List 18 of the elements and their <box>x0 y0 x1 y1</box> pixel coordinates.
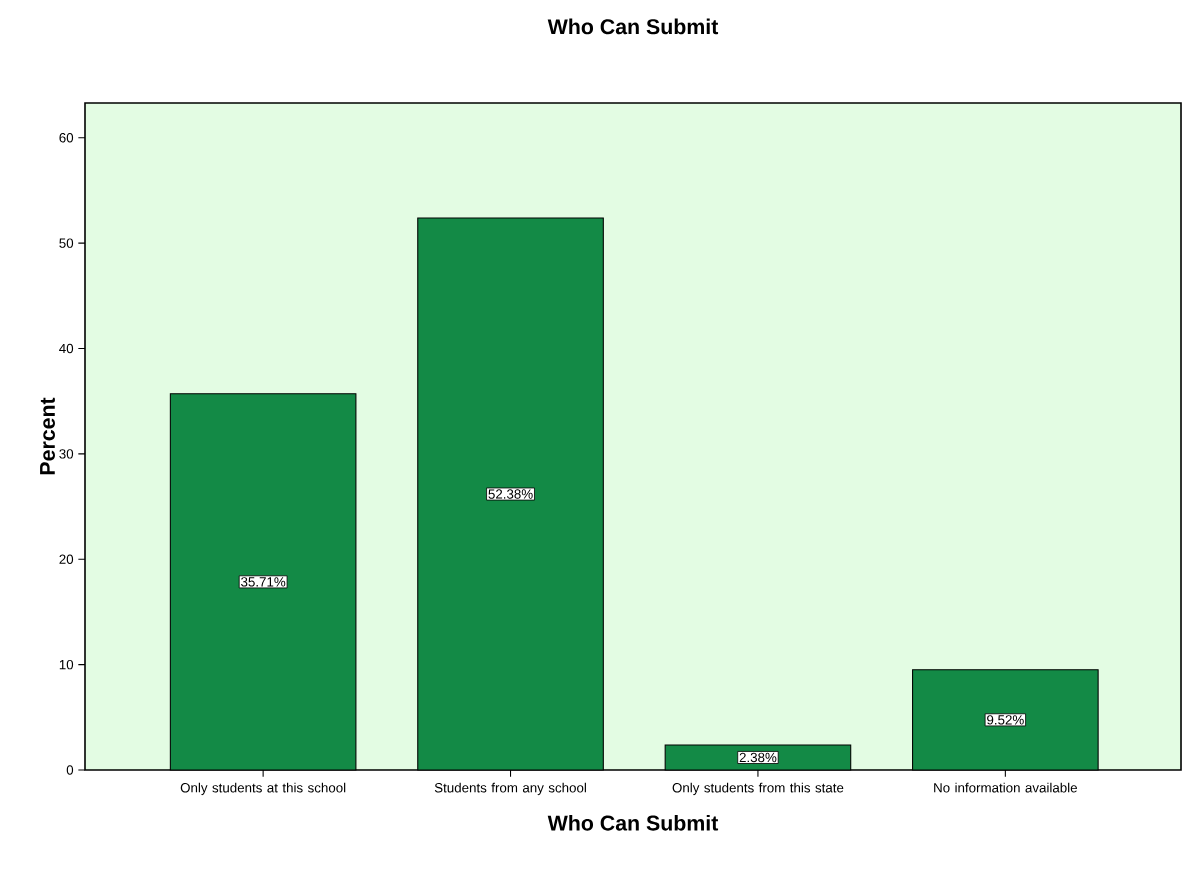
y-tick-label: 10 <box>59 659 74 670</box>
chart-title: Who Can Submit <box>547 18 719 35</box>
y-axis-title: Percent <box>40 397 55 475</box>
y-tick-label: 30 <box>59 449 74 459</box>
x-tick-label: Students from any school <box>434 782 586 796</box>
x-tick-label: Only students from this state <box>672 782 844 796</box>
data-label: 52.38% <box>488 489 533 499</box>
data-label: 2.38% <box>739 752 777 763</box>
y-tick-label: 50 <box>59 238 74 248</box>
data-label: 35.71% <box>241 577 286 587</box>
x-axis-title: Who Can Submit <box>547 814 719 831</box>
x-tick-label: No information available <box>934 782 1077 793</box>
data-label: 9.52% <box>987 715 1024 725</box>
y-tick-label: 60 <box>59 133 74 143</box>
y-tick-label: 0 <box>66 765 74 775</box>
x-tick-label: Only students at this school <box>180 782 346 796</box>
y-tick-label: 40 <box>59 343 74 354</box>
y-tick-label: 20 <box>59 554 74 564</box>
